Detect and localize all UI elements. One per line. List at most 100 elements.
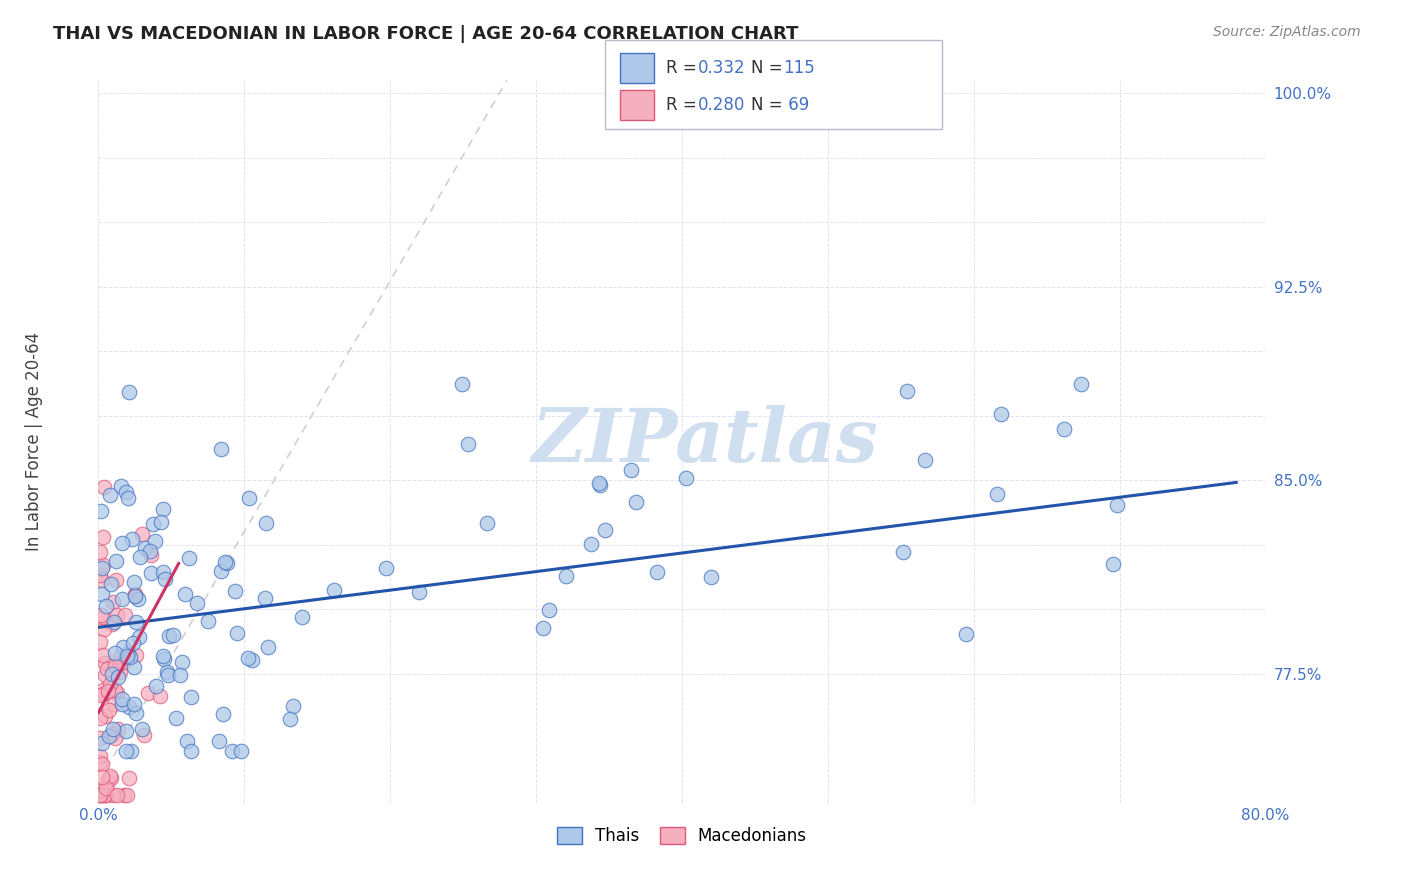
- Point: [115, 648, 138, 663]
- Point: [90, 504, 112, 518]
- Point: [122, 660, 145, 674]
- Point: [139, 566, 162, 581]
- Point: [150, 516, 173, 530]
- Text: N =: N =: [751, 59, 787, 77]
- Point: [149, 690, 172, 704]
- Point: [105, 686, 128, 700]
- Point: [118, 385, 141, 400]
- Point: [475, 516, 498, 531]
- Point: [700, 570, 723, 584]
- Point: [197, 614, 219, 628]
- Point: [90, 736, 112, 750]
- Point: [165, 711, 187, 725]
- Point: [91, 756, 114, 771]
- Point: [124, 587, 146, 601]
- Point: [98, 768, 121, 782]
- Point: [152, 649, 174, 664]
- Point: [1053, 422, 1076, 436]
- Point: [254, 516, 277, 530]
- Point: [96, 788, 118, 802]
- Point: [100, 577, 122, 591]
- Point: [145, 679, 167, 693]
- Point: [142, 516, 165, 531]
- Point: [120, 744, 142, 758]
- Point: [105, 788, 128, 802]
- Text: ZIPatlas: ZIPatlas: [531, 405, 879, 478]
- Point: [645, 565, 668, 579]
- Point: [174, 587, 197, 601]
- Point: [211, 707, 233, 722]
- Point: [112, 788, 135, 802]
- Point: [104, 683, 127, 698]
- Point: [104, 573, 127, 587]
- Point: [94, 788, 117, 802]
- Point: [177, 551, 200, 566]
- Point: [624, 494, 647, 508]
- Point: [240, 653, 263, 667]
- Point: [457, 436, 479, 450]
- Point: [90, 770, 112, 784]
- Point: [97, 729, 120, 743]
- Point: [108, 649, 131, 664]
- Point: [131, 722, 153, 736]
- Point: [226, 626, 249, 640]
- Point: [97, 684, 120, 698]
- Point: [111, 697, 134, 711]
- Point: [531, 621, 554, 635]
- Point: [581, 537, 603, 551]
- Point: [375, 560, 398, 574]
- Legend: Thais, Macedonians: Thais, Macedonians: [548, 819, 815, 854]
- Text: R =: R =: [666, 59, 703, 77]
- Point: [152, 502, 174, 516]
- Point: [93, 788, 115, 802]
- Point: [97, 773, 120, 788]
- Point: [1102, 557, 1125, 571]
- Point: [221, 744, 243, 758]
- Point: [91, 587, 114, 601]
- Point: [157, 629, 180, 643]
- Point: [91, 574, 114, 588]
- Point: [110, 536, 132, 550]
- Point: [125, 648, 148, 662]
- Point: [89, 748, 111, 763]
- Point: [110, 665, 132, 679]
- Point: [89, 787, 111, 801]
- Point: [100, 771, 122, 785]
- Point: [224, 584, 246, 599]
- Point: [93, 622, 115, 636]
- Point: [122, 574, 145, 589]
- Point: [322, 582, 344, 597]
- Point: [93, 708, 115, 723]
- Point: [96, 662, 118, 676]
- Point: [229, 744, 252, 758]
- Y-axis label: In Labor Force | Age 20-64: In Labor Force | Age 20-64: [25, 332, 42, 551]
- Point: [176, 733, 198, 747]
- Point: [253, 591, 276, 605]
- Point: [93, 480, 115, 494]
- Point: [89, 545, 111, 559]
- Point: [97, 703, 120, 717]
- Text: N =: N =: [751, 96, 787, 114]
- Point: [891, 545, 914, 559]
- Point: [118, 650, 141, 665]
- Point: [111, 640, 134, 654]
- Point: [117, 771, 139, 785]
- Point: [94, 599, 117, 613]
- Point: [98, 488, 121, 502]
- Point: [124, 589, 146, 603]
- Text: R =: R =: [666, 96, 703, 114]
- Point: [111, 592, 134, 607]
- Point: [215, 557, 238, 571]
- Point: [94, 781, 117, 796]
- Point: [122, 636, 145, 650]
- Point: [675, 470, 697, 484]
- Point: [1070, 376, 1092, 391]
- Point: [91, 683, 114, 698]
- Point: [125, 706, 148, 720]
- Point: [180, 690, 202, 705]
- Point: [104, 554, 127, 568]
- Point: [121, 532, 143, 546]
- Point: [89, 731, 111, 746]
- Point: [139, 548, 162, 562]
- Point: [1105, 498, 1128, 512]
